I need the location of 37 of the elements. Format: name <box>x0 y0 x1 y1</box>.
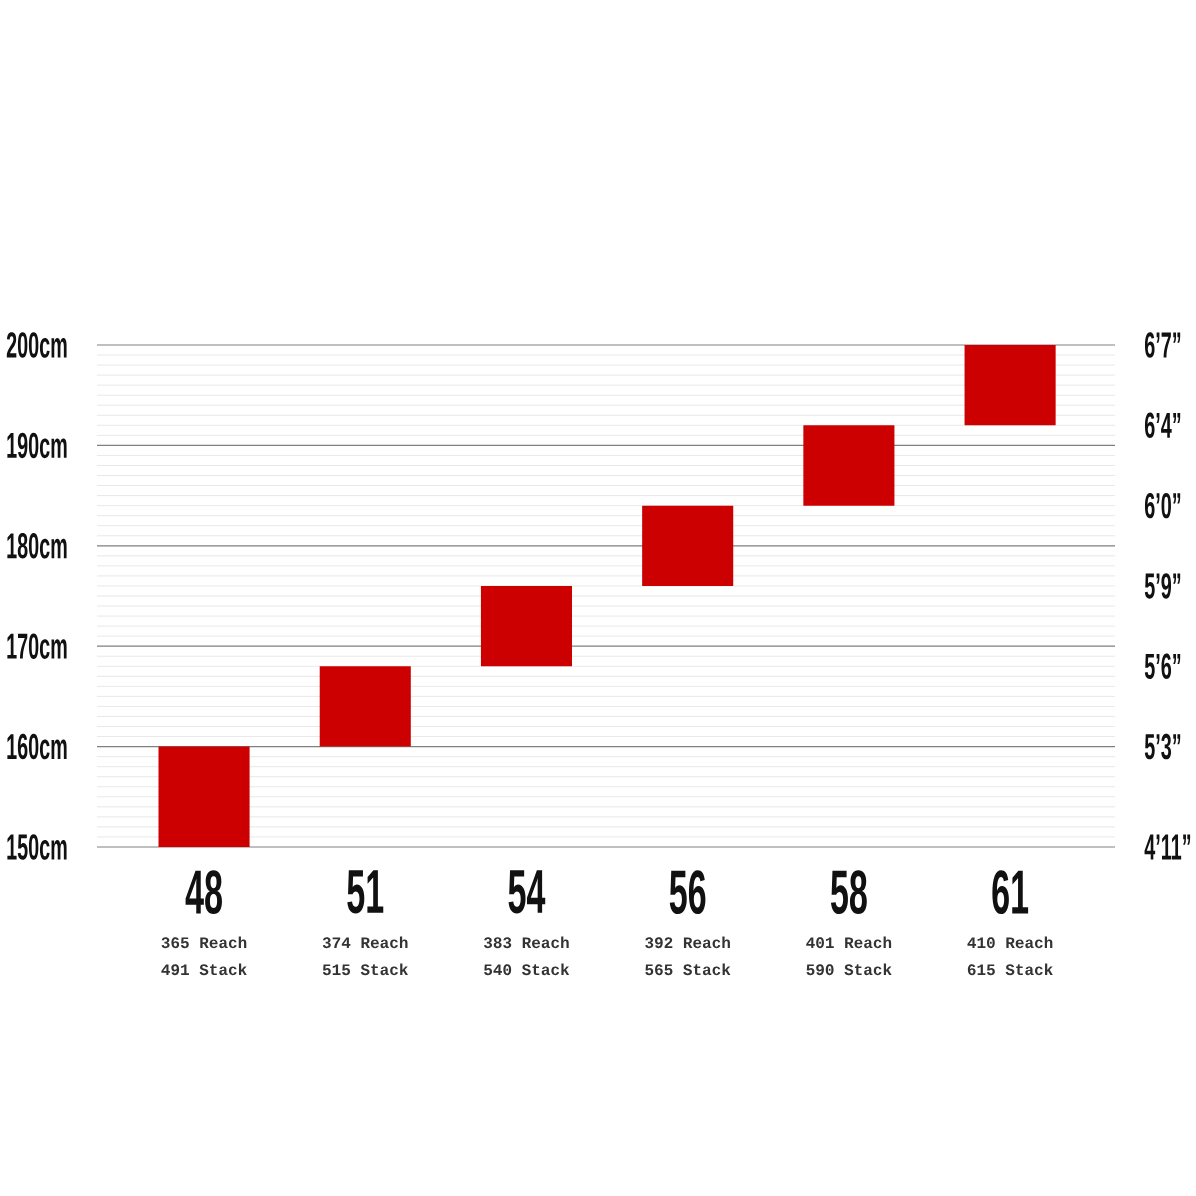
text: 401 Reach <box>806 936 892 949</box>
x-tick-label: 58 <box>830 870 867 915</box>
bar <box>964 344 1056 426</box>
text: 6’4” <box>1144 412 1181 439</box>
text: 515 Stack <box>322 963 408 976</box>
text: 590 Stack <box>806 963 892 976</box>
x-tick-label: 54 <box>508 870 546 914</box>
text: 365 Reach <box>161 936 247 949</box>
text: 392 Reach <box>645 936 730 949</box>
text: 5’6” <box>1144 653 1181 680</box>
x-tick-label: 48 <box>185 870 222 915</box>
x-tick-label: 61 <box>992 870 1029 915</box>
text: 615 Stack <box>967 963 1053 976</box>
text: 374 Reach <box>322 936 408 949</box>
y-tick-label: 150cm <box>7 834 67 860</box>
text: 565 Stack <box>645 963 731 976</box>
text: 410 Reach <box>967 936 1053 949</box>
bar <box>480 585 573 667</box>
text: 491 Stack <box>161 963 247 976</box>
bar <box>803 425 895 506</box>
x-tick-label: 56 <box>669 870 706 915</box>
bar <box>158 746 250 847</box>
text: 6’0” <box>1144 492 1181 519</box>
y-tick-label: 170cm <box>7 633 67 659</box>
text: 5’3” <box>1144 733 1181 760</box>
x-tick-label: 51 <box>347 870 384 914</box>
text: 6’7” <box>1144 332 1181 358</box>
text: 383 Reach <box>483 936 569 949</box>
bar <box>319 666 411 747</box>
text: 540 Stack <box>484 963 570 976</box>
bar <box>642 505 734 586</box>
y-tick-label: 180cm <box>7 533 67 559</box>
y-tick-label: 160cm <box>7 733 67 760</box>
text: 5’9” <box>1144 573 1181 599</box>
y-tick-label: 190cm <box>7 432 67 459</box>
text: 4’11” <box>1144 834 1191 860</box>
y-tick-label: 200cm <box>6 332 67 358</box>
